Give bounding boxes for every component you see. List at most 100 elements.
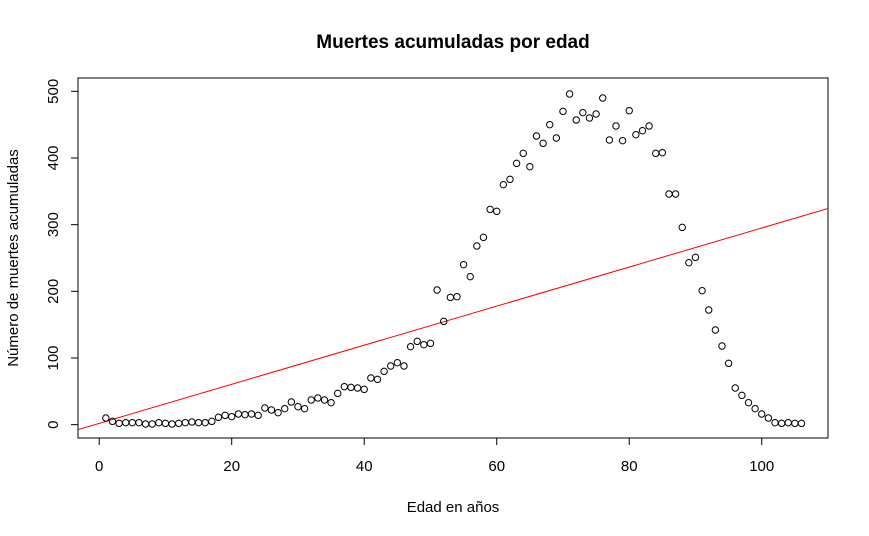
data-point <box>274 408 282 417</box>
data-point <box>671 190 680 198</box>
data-point <box>188 418 196 426</box>
data-point <box>658 148 667 157</box>
data-point <box>413 337 421 346</box>
x-tick-label: 20 <box>223 458 240 475</box>
data-point <box>122 418 130 427</box>
data-point <box>420 340 428 349</box>
data-point <box>300 404 309 413</box>
data-point <box>784 418 792 427</box>
y-tick-label: 300 <box>45 212 62 237</box>
data-point <box>426 339 435 348</box>
y-axis: 0 100 200 300 400 500 <box>45 79 79 429</box>
data-point <box>148 420 156 428</box>
data-point <box>638 126 647 135</box>
data-point <box>135 418 143 427</box>
data-point <box>645 122 653 130</box>
data-point <box>532 132 541 140</box>
data-point <box>685 258 693 267</box>
trend-line <box>78 207 828 431</box>
data-points <box>102 90 806 428</box>
data-point <box>738 391 746 400</box>
data-point <box>751 404 759 413</box>
data-point <box>234 410 243 418</box>
data-point <box>771 418 779 427</box>
plot-frame <box>77 77 829 439</box>
data-point <box>281 404 289 413</box>
chart-title: Muertes acumuladas por edad <box>316 32 589 53</box>
data-point <box>446 293 455 302</box>
data-point <box>599 94 607 102</box>
data-point <box>724 359 733 368</box>
data-point <box>539 139 547 148</box>
data-point <box>499 180 508 189</box>
data-point <box>155 418 163 427</box>
data-point <box>612 122 620 130</box>
data-point <box>519 149 527 158</box>
y-tick-label: 200 <box>45 279 62 304</box>
data-point <box>320 396 329 404</box>
data-point <box>632 130 640 139</box>
data-point <box>711 326 720 334</box>
data-point <box>618 136 627 145</box>
data-point <box>347 383 355 392</box>
data-point <box>459 260 468 269</box>
data-point <box>546 120 554 129</box>
data-point <box>360 385 368 394</box>
data-point <box>678 223 686 232</box>
data-point <box>453 292 461 301</box>
data-point <box>380 367 388 376</box>
data-point <box>194 418 203 427</box>
data-point <box>466 272 474 281</box>
x-tick-label: 40 <box>356 458 373 475</box>
data-point <box>400 362 408 370</box>
data-point <box>294 402 302 411</box>
data-point <box>102 414 110 422</box>
data-point <box>168 420 176 428</box>
data-point <box>652 149 660 158</box>
data-point <box>777 419 786 428</box>
data-point <box>705 306 713 314</box>
data-point <box>367 374 375 382</box>
data-point <box>440 317 448 326</box>
x-axis-label: Edad en años <box>407 499 500 516</box>
data-point <box>261 404 269 412</box>
data-point <box>393 358 402 367</box>
data-point <box>565 90 574 98</box>
data-point <box>208 417 216 426</box>
data-point <box>473 242 481 250</box>
data-point <box>691 253 700 262</box>
data-point <box>141 420 150 428</box>
data-point <box>526 162 534 171</box>
data-point <box>744 398 753 407</box>
y-tick-label: 500 <box>45 79 62 104</box>
data-point <box>552 134 561 142</box>
trend-line-group <box>78 207 828 431</box>
data-point <box>605 136 614 144</box>
data-point <box>625 106 633 115</box>
data-point <box>181 418 190 427</box>
data-point <box>433 286 441 294</box>
data-point <box>512 159 521 168</box>
x-axis: 0 20 40 60 80 100 <box>95 437 774 475</box>
data-point <box>506 175 514 184</box>
data-point <box>387 362 395 370</box>
data-point <box>406 342 415 351</box>
data-point <box>221 411 229 420</box>
data-point <box>493 207 501 216</box>
data-point <box>214 413 223 422</box>
data-point <box>175 419 183 428</box>
data-point <box>161 419 170 428</box>
data-point <box>585 114 594 122</box>
y-tick-label: 0 <box>45 420 62 428</box>
data-point <box>486 205 494 214</box>
data-point <box>764 414 773 422</box>
data-point <box>334 389 342 398</box>
data-point <box>731 384 739 392</box>
y-tick-label: 100 <box>45 345 62 370</box>
data-point <box>718 342 726 350</box>
data-point <box>373 375 382 384</box>
y-tick-label: 400 <box>45 145 62 170</box>
x-tick-label: 0 <box>95 458 103 475</box>
data-point <box>479 233 488 242</box>
